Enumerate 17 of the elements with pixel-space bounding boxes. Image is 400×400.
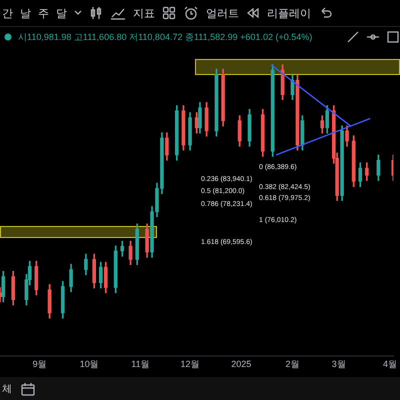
x-tick-label: 2월 [285,359,300,370]
x-tick-label: 10월 [80,359,99,370]
text: 얼러트 [206,6,239,20]
text: 지표 [133,6,155,20]
text: 달 [56,6,67,20]
text: 주 [38,6,49,20]
x-tick-label: 2025 [231,359,252,370]
x-tick-label: 4월 [382,359,398,370]
text: 체 [2,383,12,396]
text: 시110,981.98 고111,606.80 저110,804.72 종111,582.99 +601.02 (+0.54%) [18,30,312,44]
x-tick-label: 3월 [332,359,346,370]
text: 리플레이 [267,6,311,20]
text: 날 [20,6,31,20]
x-tick-label: 9월 [32,359,47,370]
x-tick-label: 12월 [180,359,200,370]
text: 간 [2,6,13,20]
x-tick-label: 11월 [131,359,150,370]
